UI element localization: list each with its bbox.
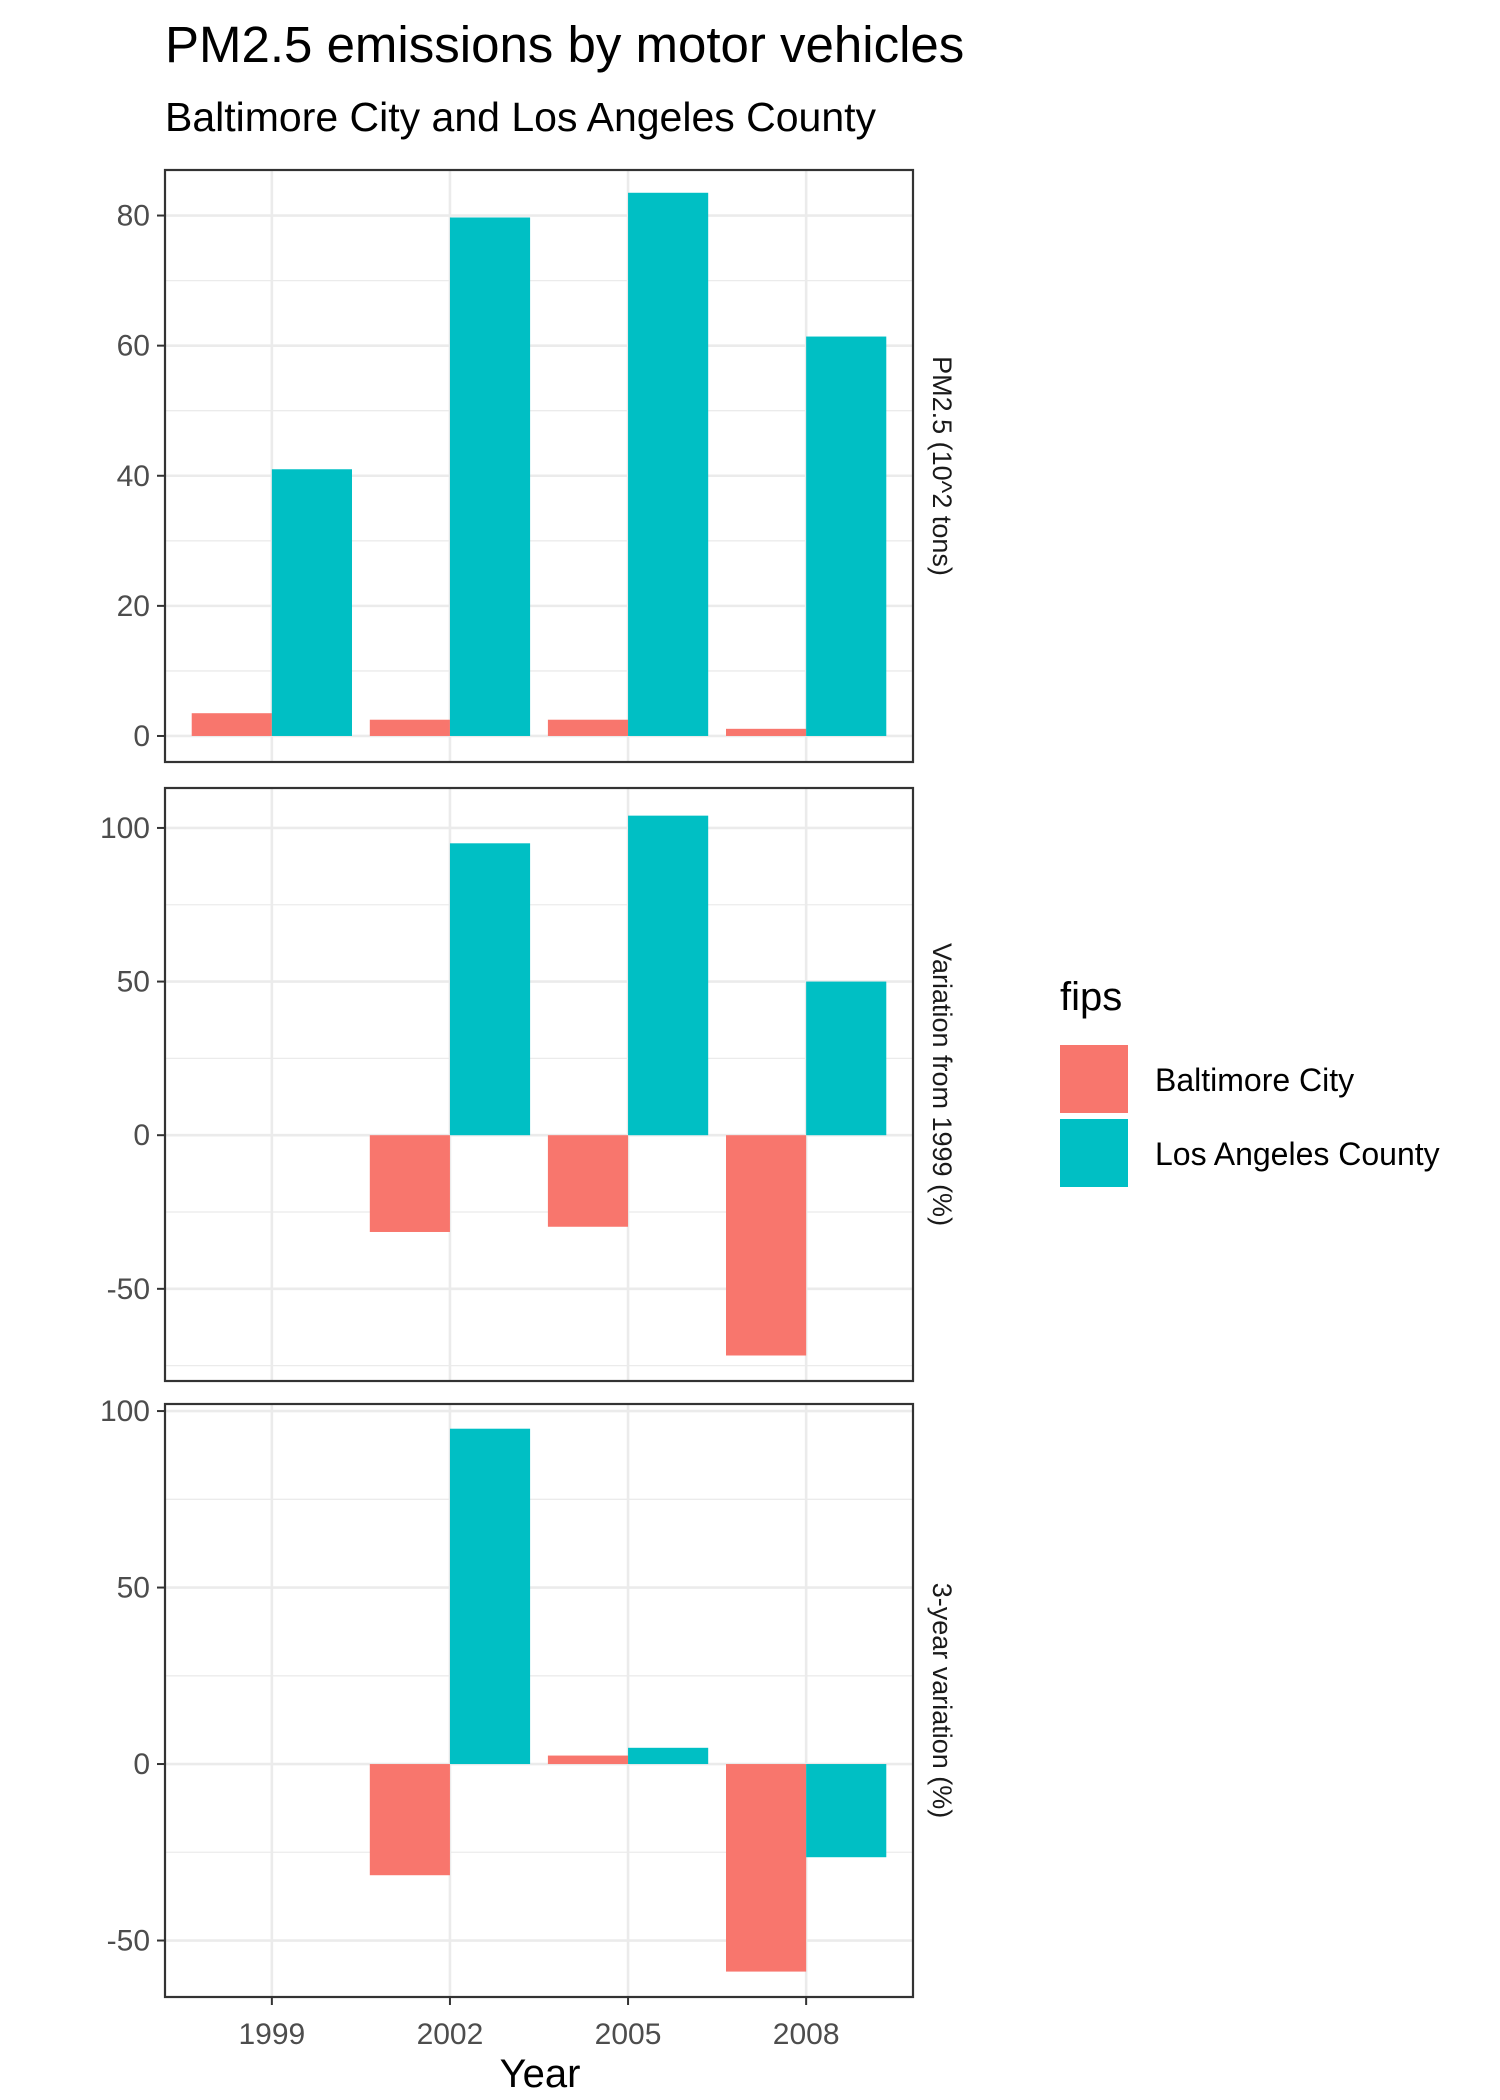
bar-baltimore-city-2008 xyxy=(726,1764,807,1972)
legend-label-los-angeles-county: Los Angeles County xyxy=(1155,1136,1440,1172)
bar-baltimore-city-2002 xyxy=(369,1764,450,1876)
facet-strip-label: 3-year variation (%) xyxy=(927,1583,957,1819)
facet-strip-label: PM2.5 (10^2 tons) xyxy=(927,356,957,576)
bar-baltimore-city-2002 xyxy=(369,1135,450,1232)
bar-baltimore-city-1999 xyxy=(191,713,272,736)
y-tick-label: 80 xyxy=(117,200,150,233)
panels: 0 20 40 60 80 PM2.5 (10^2 tons) -50 0 50 100 Varia… xyxy=(100,168,957,1999)
bar-baltimore-city-2005 xyxy=(547,1755,629,1765)
y-tick-label: 0 xyxy=(133,1119,150,1152)
bar-baltimore-city-2008 xyxy=(726,1135,807,1356)
y-tick-label: 100 xyxy=(100,812,150,845)
y-tick-label: -50 xyxy=(107,1273,150,1306)
legend: fips Baltimore City Los Angeles County xyxy=(1060,975,1440,1187)
bar-baltimore-city-2005 xyxy=(547,1135,629,1227)
y-tick-label: 100 xyxy=(100,1395,150,1428)
x-axis: 1999 2002 2005 2008 xyxy=(238,1997,840,2051)
y-tick-label: -50 xyxy=(107,1925,150,1958)
panel-border xyxy=(163,1402,915,1999)
y-tick-label: 20 xyxy=(117,590,150,623)
bar-baltimore-city-2005 xyxy=(547,719,629,736)
panel-3: -50 0 50 100 3-year variation (%) xyxy=(100,1395,957,1999)
x-tick-label: 2005 xyxy=(595,2018,662,2051)
panel-border xyxy=(163,168,915,764)
bar-baltimore-city-2002 xyxy=(369,719,450,736)
panel-1: 0 20 40 60 80 PM2.5 (10^2 tons) xyxy=(117,168,957,764)
y-tick-label: 50 xyxy=(117,966,150,999)
chart-title: PM2.5 emissions by motor vehicles xyxy=(165,16,964,73)
legend-title: fips xyxy=(1060,975,1122,1019)
bar-los-angeles-county-2005 xyxy=(628,815,709,1136)
bar-los-angeles-county-2002 xyxy=(449,1428,531,1765)
x-tick-label: 2002 xyxy=(417,2018,484,2051)
panel-2: -50 0 50 100 Variation from 1999 (%) xyxy=(100,786,957,1383)
panel-border xyxy=(163,786,915,1383)
facet-strip-label: Variation from 1999 (%) xyxy=(927,943,957,1226)
x-tick-label: 2008 xyxy=(773,2018,840,2051)
y-tick-label: 0 xyxy=(133,1748,150,1781)
x-axis-title: Year xyxy=(500,2052,581,2096)
bar-los-angeles-county-2008 xyxy=(806,336,887,736)
legend-label-baltimore-city: Baltimore City xyxy=(1155,1062,1354,1098)
y-tick-label: 0 xyxy=(133,720,150,753)
legend-key-los-angeles-county xyxy=(1060,1119,1128,1187)
y-tick-label: 50 xyxy=(117,1572,150,1605)
bar-los-angeles-county-2005 xyxy=(628,1747,709,1765)
bar-baltimore-city-2008 xyxy=(726,728,807,736)
bar-los-angeles-county-2008 xyxy=(806,981,887,1136)
legend-key-baltimore-city xyxy=(1060,1045,1128,1113)
bar-los-angeles-county-2008 xyxy=(806,1764,887,1858)
y-tick-label: 60 xyxy=(117,330,150,363)
bar-los-angeles-county-2002 xyxy=(449,217,531,736)
y-tick-label: 40 xyxy=(117,460,150,493)
chart-subtitle: Baltimore City and Los Angeles County xyxy=(165,94,877,140)
bar-los-angeles-county-1999 xyxy=(271,469,352,736)
bar-los-angeles-county-2002 xyxy=(449,843,531,1136)
bar-los-angeles-county-2005 xyxy=(628,192,709,736)
x-tick-label: 1999 xyxy=(238,2018,305,2051)
